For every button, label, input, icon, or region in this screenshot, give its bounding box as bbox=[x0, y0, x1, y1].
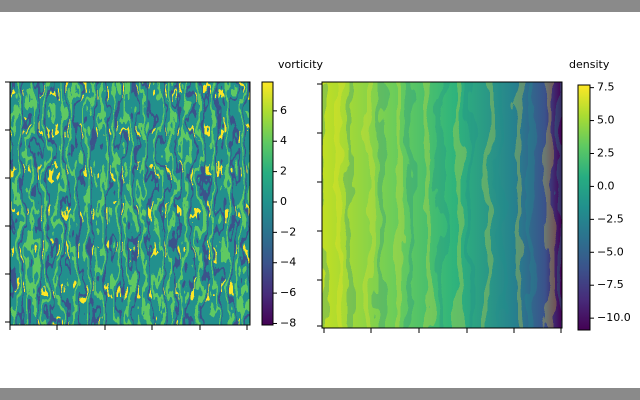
colorbar-tick-label: 2.5 bbox=[597, 146, 615, 159]
colorbar-tick-label: 0 bbox=[280, 195, 287, 208]
axes-frame bbox=[321, 81, 563, 329]
colorbar-tick-label: −2 bbox=[280, 225, 296, 238]
colorbar-tick-label: 4 bbox=[280, 134, 287, 147]
top-bar bbox=[0, 0, 640, 12]
colorbar-tick-label: −4 bbox=[280, 256, 296, 269]
colorbar-tick-label: −6 bbox=[280, 286, 296, 299]
colorbar-label: density bbox=[569, 58, 610, 71]
colorbar-tick-label: 5.0 bbox=[597, 114, 615, 127]
colorbar-tick-label: 0.0 bbox=[597, 179, 615, 192]
colorbar-tick-label: −7.5 bbox=[597, 278, 624, 291]
colorbar bbox=[577, 84, 591, 331]
bottom-bar bbox=[0, 388, 640, 400]
colorbar-tick-label: −2.5 bbox=[597, 212, 624, 225]
colorbar bbox=[261, 81, 274, 326]
axes-frame bbox=[9, 81, 251, 326]
colorbar-tick-label: −5.0 bbox=[597, 245, 624, 258]
axis-ticks bbox=[5, 81, 248, 330]
heatmap-image bbox=[312, 72, 572, 338]
axis-ticks bbox=[317, 83, 562, 333]
colorbar-tick-label: 2 bbox=[280, 165, 287, 178]
colorbar-tick-label: 6 bbox=[280, 104, 287, 117]
colorbar-label: vorticity bbox=[278, 58, 324, 71]
colorbar-tick-label: −8 bbox=[280, 316, 296, 329]
colorbar-tick-label: 7.5 bbox=[597, 81, 615, 94]
colorbar-tick-label: −10.0 bbox=[597, 311, 631, 324]
heatmap-image bbox=[0, 72, 260, 335]
